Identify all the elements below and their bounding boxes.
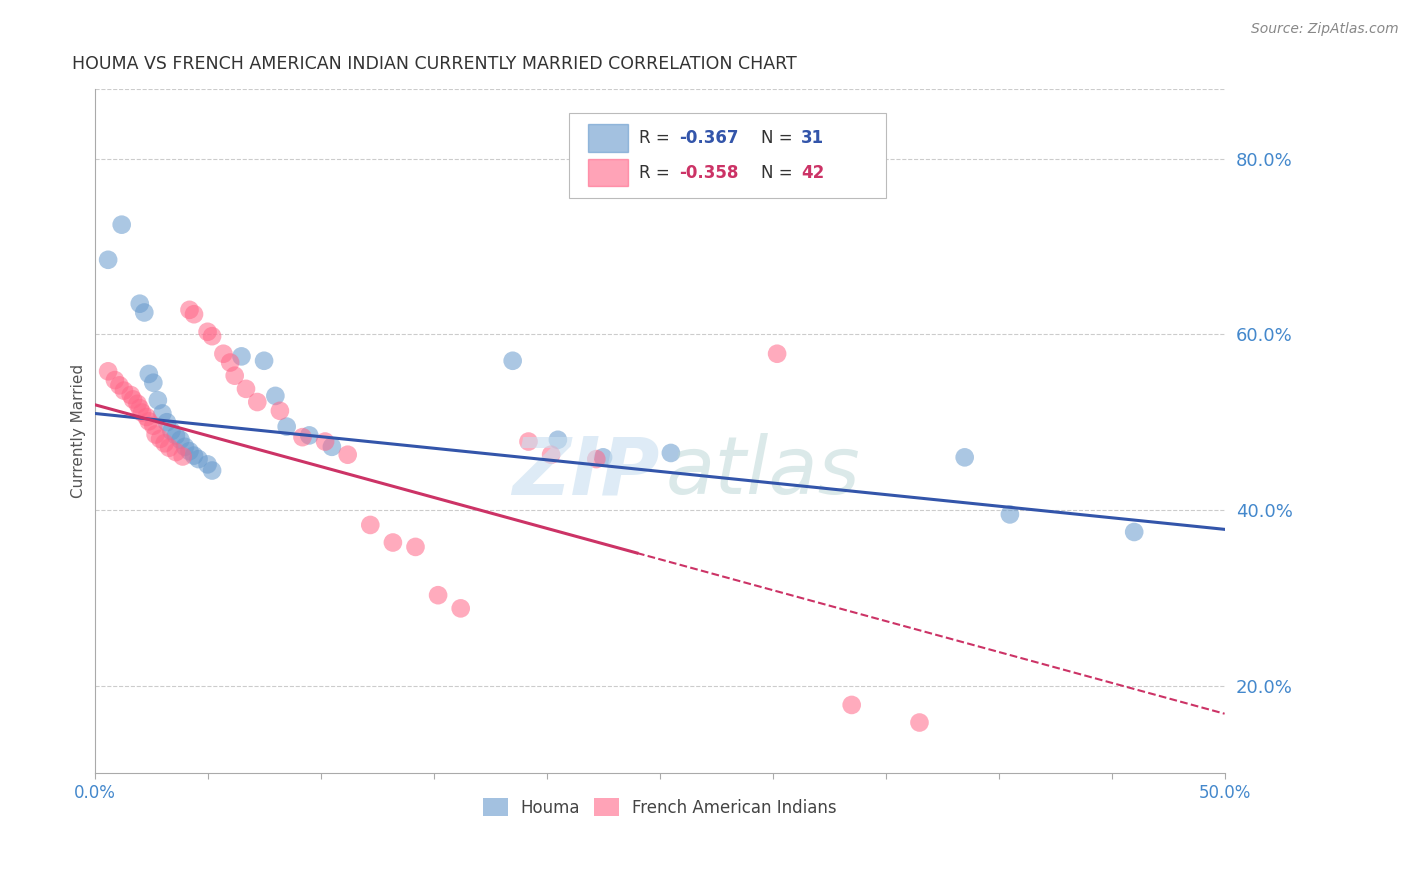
Text: HOUMA VS FRENCH AMERICAN INDIAN CURRENTLY MARRIED CORRELATION CHART: HOUMA VS FRENCH AMERICAN INDIAN CURRENTL… [72, 55, 797, 73]
Point [157, 441, 180, 455]
Text: -0.358: -0.358 [679, 164, 738, 182]
Point [111, 218, 134, 232]
Y-axis label: Currently Married: Currently Married [72, 364, 86, 498]
Point [201, 463, 224, 477]
Point [169, 433, 191, 447]
Point [264, 389, 287, 403]
Point [183, 307, 205, 321]
Point [135, 409, 157, 424]
Point [659, 446, 682, 460]
Point [450, 601, 472, 615]
Point [138, 414, 160, 428]
Point [165, 445, 187, 459]
Point [150, 407, 173, 421]
Point [246, 395, 269, 409]
Point [104, 373, 127, 387]
Point [134, 305, 156, 319]
Legend: Houma, French American Indians: Houma, French American Indians [475, 792, 844, 823]
Point [149, 432, 172, 446]
Point [197, 325, 219, 339]
Point [197, 458, 219, 472]
Point [128, 296, 150, 310]
Point [336, 448, 359, 462]
Point [841, 698, 863, 712]
Point [183, 449, 205, 463]
Point [321, 440, 343, 454]
Point [998, 508, 1021, 522]
Point [359, 518, 381, 533]
Text: R =: R = [640, 164, 675, 182]
Text: ZIP: ZIP [512, 434, 659, 511]
Text: atlas: atlas [665, 434, 860, 511]
Point [953, 450, 976, 465]
Text: -0.367: -0.367 [679, 129, 738, 147]
Point [174, 440, 197, 454]
Point [219, 355, 242, 369]
Point [120, 388, 142, 402]
Point [381, 535, 404, 549]
Point [138, 367, 160, 381]
Point [172, 450, 194, 464]
Point [142, 376, 165, 390]
Point [97, 364, 120, 378]
Point [585, 452, 607, 467]
Point [427, 588, 450, 602]
Point [122, 392, 145, 407]
Point [160, 424, 183, 438]
Point [231, 350, 253, 364]
Point [314, 434, 336, 449]
Point [179, 302, 201, 317]
Point [405, 540, 427, 554]
Text: 31: 31 [801, 129, 824, 147]
Text: N =: N = [761, 129, 799, 147]
Point [165, 428, 187, 442]
Bar [588, 124, 628, 152]
Point [127, 397, 149, 411]
Text: Source: ZipAtlas.com: Source: ZipAtlas.com [1251, 22, 1399, 37]
Text: 42: 42 [801, 164, 824, 182]
Point [145, 427, 167, 442]
FancyBboxPatch shape [569, 112, 886, 198]
Text: R =: R = [640, 129, 675, 147]
Point [517, 434, 540, 449]
Point [142, 418, 165, 433]
Point [547, 433, 569, 447]
Point [908, 715, 931, 730]
Point [112, 384, 135, 398]
Point [253, 353, 276, 368]
Point [298, 428, 321, 442]
Point [108, 378, 131, 392]
Point [146, 393, 169, 408]
Point [187, 452, 209, 467]
Point [276, 419, 298, 434]
Point [131, 406, 153, 420]
Point [291, 430, 314, 444]
Point [128, 401, 150, 416]
Point [201, 329, 224, 343]
Point [224, 368, 246, 383]
Point [212, 347, 235, 361]
Point [540, 448, 562, 462]
Point [502, 353, 524, 368]
Point [1123, 524, 1146, 539]
Point [179, 444, 201, 458]
Point [269, 404, 291, 418]
Point [156, 415, 179, 429]
Point [235, 382, 257, 396]
Point [153, 436, 176, 450]
Point [97, 252, 120, 267]
Point [766, 347, 789, 361]
Point [592, 450, 614, 465]
Text: N =: N = [761, 164, 799, 182]
Bar [588, 159, 628, 186]
